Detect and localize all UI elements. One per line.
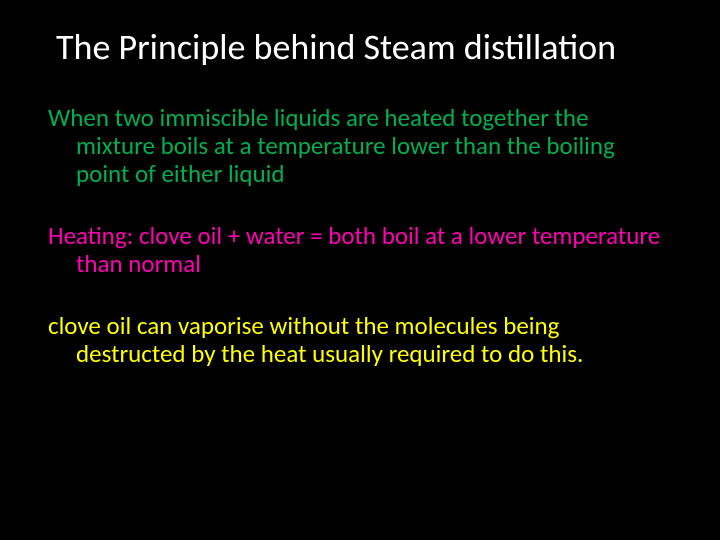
slide: The Principle behind Steam distillation … (0, 0, 720, 540)
slide-title: The Principle behind Steam distillation (48, 28, 672, 68)
paragraph-1: When two immiscible liquids are heated t… (76, 104, 672, 188)
paragraph-2: Heating: clove oil + water = both boil a… (76, 222, 672, 278)
paragraph-3: clove oil can vaporise without the molec… (76, 312, 672, 368)
